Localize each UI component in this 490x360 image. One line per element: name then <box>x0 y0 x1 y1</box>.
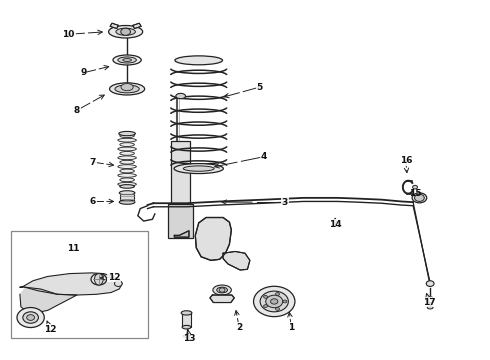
Text: 2: 2 <box>236 323 242 332</box>
Circle shape <box>23 312 38 323</box>
Text: 13: 13 <box>183 334 196 343</box>
Ellipse shape <box>119 131 135 136</box>
Ellipse shape <box>183 166 214 171</box>
Ellipse shape <box>121 84 133 91</box>
Ellipse shape <box>118 57 136 63</box>
Polygon shape <box>20 273 122 295</box>
Ellipse shape <box>118 138 136 142</box>
Text: 1: 1 <box>288 323 294 332</box>
Ellipse shape <box>118 174 136 177</box>
Ellipse shape <box>266 295 283 308</box>
Text: 6: 6 <box>90 197 96 206</box>
Polygon shape <box>196 217 231 260</box>
Circle shape <box>27 315 34 320</box>
Ellipse shape <box>175 56 222 65</box>
Text: 10: 10 <box>62 30 75 39</box>
Ellipse shape <box>253 286 295 317</box>
Text: 17: 17 <box>423 298 436 307</box>
Ellipse shape <box>120 134 134 138</box>
Ellipse shape <box>122 59 131 62</box>
Text: 9: 9 <box>80 68 86 77</box>
Bar <box>120 194 134 202</box>
Circle shape <box>219 288 225 292</box>
Ellipse shape <box>118 165 136 168</box>
Bar <box>168 204 194 238</box>
Text: 11: 11 <box>67 244 80 253</box>
Polygon shape <box>210 295 234 302</box>
Circle shape <box>264 305 268 307</box>
Ellipse shape <box>181 311 192 315</box>
Ellipse shape <box>113 55 141 65</box>
Ellipse shape <box>118 183 136 186</box>
Ellipse shape <box>183 335 190 338</box>
Ellipse shape <box>109 26 143 38</box>
Bar <box>182 313 191 327</box>
Ellipse shape <box>115 85 139 93</box>
Ellipse shape <box>95 274 103 285</box>
Ellipse shape <box>176 93 186 99</box>
Ellipse shape <box>91 274 107 285</box>
Ellipse shape <box>119 191 135 195</box>
Text: 3: 3 <box>282 198 288 207</box>
Text: 12: 12 <box>108 273 121 282</box>
Ellipse shape <box>120 143 134 147</box>
Ellipse shape <box>412 193 427 203</box>
Circle shape <box>17 307 44 328</box>
Polygon shape <box>20 287 77 314</box>
Text: 12: 12 <box>44 325 56 334</box>
Ellipse shape <box>120 152 134 155</box>
Circle shape <box>415 194 424 202</box>
Polygon shape <box>110 23 118 28</box>
Ellipse shape <box>120 185 134 188</box>
Text: 15: 15 <box>409 189 422 198</box>
Circle shape <box>413 185 417 189</box>
Text: 14: 14 <box>329 220 342 229</box>
Ellipse shape <box>213 285 231 295</box>
Bar <box>171 141 191 219</box>
Ellipse shape <box>182 325 191 329</box>
Circle shape <box>115 281 122 287</box>
Text: 4: 4 <box>260 152 267 161</box>
Circle shape <box>275 307 279 310</box>
Ellipse shape <box>118 156 136 160</box>
Ellipse shape <box>270 299 278 304</box>
Bar <box>11 231 147 338</box>
Ellipse shape <box>116 28 135 35</box>
Ellipse shape <box>120 178 134 182</box>
Text: 16: 16 <box>399 156 412 165</box>
Circle shape <box>283 300 287 303</box>
Ellipse shape <box>110 83 145 95</box>
Ellipse shape <box>427 306 433 309</box>
Circle shape <box>426 297 434 302</box>
Polygon shape <box>133 23 141 28</box>
Polygon shape <box>174 231 189 237</box>
Ellipse shape <box>120 169 134 173</box>
Ellipse shape <box>174 163 223 174</box>
Ellipse shape <box>120 160 134 164</box>
Text: 7: 7 <box>90 158 96 167</box>
Circle shape <box>275 293 279 296</box>
Ellipse shape <box>118 147 136 151</box>
Text: 8: 8 <box>74 106 80 115</box>
Text: 5: 5 <box>256 83 263 92</box>
Polygon shape <box>223 251 250 270</box>
Ellipse shape <box>217 287 227 293</box>
Circle shape <box>426 281 434 287</box>
Ellipse shape <box>260 291 288 312</box>
Circle shape <box>264 296 268 298</box>
Circle shape <box>121 28 130 35</box>
Ellipse shape <box>119 200 135 204</box>
